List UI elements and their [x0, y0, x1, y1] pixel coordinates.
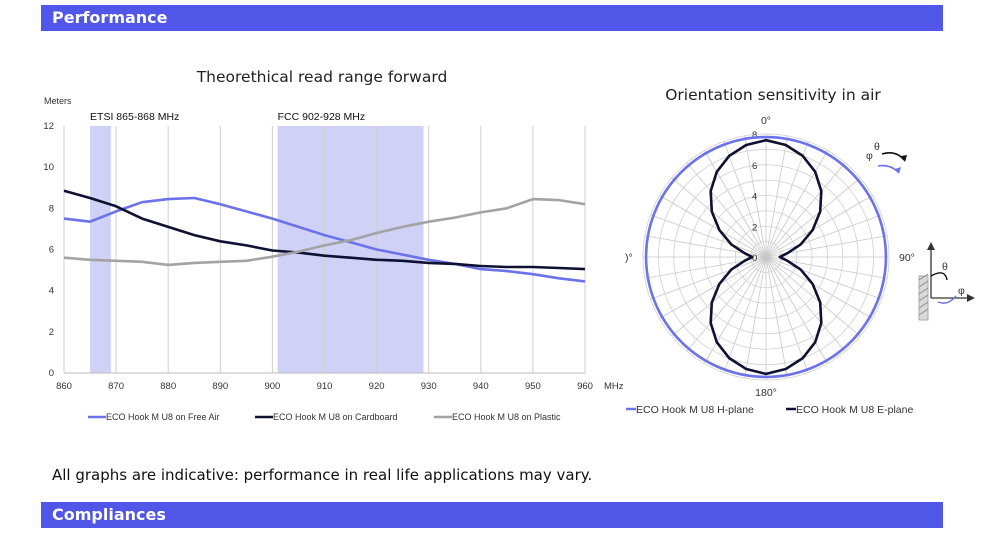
phi-arrowhead-icon [895, 167, 901, 174]
x-tick-label: 950 [525, 381, 541, 392]
inset-phi-label: φ [958, 285, 965, 297]
x-tick-label: 920 [369, 381, 385, 392]
polar-series-0 [644, 135, 888, 379]
y-tick-label: 12 [43, 121, 54, 132]
axis-up-arrow-icon [927, 242, 935, 250]
band-0 [90, 126, 111, 373]
polar-title: Orientation sensitivity in air [665, 86, 881, 104]
inset-phi-label-top: φ [866, 150, 873, 162]
wall-hatch-icon [918, 308, 929, 316]
polar-r-tick: 0 [752, 253, 757, 264]
y-tick-label: 0 [49, 368, 54, 379]
y-tick-label: 8 [49, 203, 54, 214]
axis-right-arrow-icon [967, 294, 975, 302]
polar-r-tick: 6 [752, 161, 757, 172]
x-unit-label: MHz [604, 381, 624, 392]
x-tick-label: 910 [317, 381, 333, 392]
polar-series-1 [709, 138, 823, 376]
orientation-polar-chart: Orientation sensitivity in air 0 2 4 6 8 0° 90°… [625, 86, 975, 416]
polar-ring [688, 179, 844, 335]
x-tick-label: 880 [160, 381, 176, 392]
polar-ring [657, 148, 875, 366]
disclaimer-note: All graphs are indicative: performance i… [52, 466, 593, 484]
polar-r-tick: 4 [752, 192, 757, 203]
read-range-chart: Theorethical read range forward Meters ETS… [43, 68, 623, 422]
wall-hatch-icon [918, 287, 929, 295]
polar-ring [642, 133, 890, 381]
polar-r-tick: 8 [752, 130, 757, 141]
series-line-1 [63, 189, 586, 271]
legend-entry-2: ECO Hook M U8 on Plastic [452, 412, 561, 422]
band-label-0: ETSI 865-868 MHz [90, 111, 179, 123]
polar-r-tick: 2 [752, 222, 757, 233]
phi-rotation-arrow-icon [877, 164, 899, 173]
y-tick-label: 4 [49, 286, 54, 297]
x-tick-label: 900 [264, 381, 280, 392]
phi-arc-icon [937, 295, 957, 304]
x-tick-label: 870 [108, 381, 124, 392]
angle-label-top: 0° [761, 115, 771, 127]
band-label-1: FCC 902-928 MHz [278, 111, 366, 123]
section-header-performance: Performance [41, 5, 943, 31]
x-tick-label: 860 [56, 381, 72, 392]
y-axis-label: Meters [44, 96, 72, 106]
angle-label-right: 90° [899, 252, 915, 264]
polar-ring [673, 164, 859, 350]
wall-hatch-icon [918, 273, 929, 281]
legend-entry-1: ECO Hook M U8 on Cardboard [273, 412, 398, 422]
section-header-compliances: Compliances [41, 502, 943, 528]
polar-ring [704, 195, 828, 319]
x-tick-label: 930 [421, 381, 437, 392]
series-line-2 [63, 197, 586, 267]
y-tick-label: 2 [49, 327, 54, 338]
polar-legend-entry-1: ECO Hook M U8 E-plane [796, 404, 913, 416]
y-tick-label: 6 [49, 245, 54, 256]
wall-hatch-icon [918, 301, 929, 309]
angle-label-bottom: 180° [755, 387, 777, 399]
series-line-0 [63, 196, 586, 283]
angle-label-left: )° [625, 252, 633, 264]
x-tick-label: 940 [473, 381, 489, 392]
inset-theta-label: θ [942, 261, 948, 273]
wall-hatch-icon [918, 280, 929, 288]
polar-ring [734, 225, 798, 289]
x-tick-label: 960 [577, 381, 593, 392]
legend-entry-0: ECO Hook M U8 on Free Air [106, 412, 220, 422]
theta-arc-icon [930, 272, 948, 281]
polar-legend-entry-0: ECO Hook M U8 H-plane [636, 404, 754, 416]
x-tick-label: 890 [212, 381, 228, 392]
theta-rotation-arrow-icon [881, 152, 905, 161]
band-1 [277, 126, 424, 373]
theta-arrowhead-icon [901, 155, 907, 162]
chart-title: Theorethical read range forward [196, 68, 448, 86]
inset-theta-label-top: θ [874, 141, 880, 153]
polar-ring [719, 210, 813, 304]
wall-hatch-icon [918, 294, 929, 302]
y-tick-label: 10 [43, 162, 54, 173]
